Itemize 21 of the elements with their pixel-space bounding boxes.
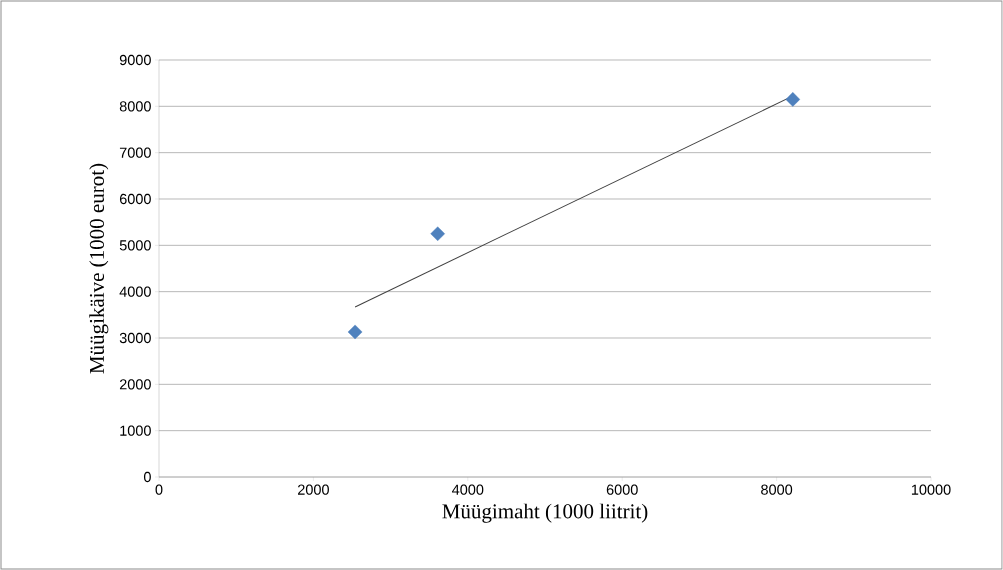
y-tick-label: 0 — [143, 471, 151, 483]
point — [430, 226, 445, 242]
x-tick-label: 2000 — [298, 484, 329, 495]
x-tick-label: 0 — [155, 484, 163, 495]
y-tick-label: 7000 — [119, 147, 151, 158]
y-tick-label: 4000 — [119, 286, 151, 297]
y-tick-label: 5000 — [119, 240, 151, 251]
x-axis-title: Müügimaht (1000 liitrit) — [442, 503, 648, 523]
x-tick-label: 10000 — [911, 484, 951, 495]
point — [347, 324, 363, 340]
y-tick-label: 3000 — [119, 332, 151, 344]
x-tick-label: 4000 — [452, 484, 484, 495]
x-tick-label: 8000 — [761, 484, 793, 495]
y-tick-label: 1000 — [120, 425, 151, 436]
point — [785, 92, 801, 107]
y-tick-label: 8000 — [119, 101, 151, 112]
y-tick-label: 9000 — [119, 54, 151, 66]
x-tick-label: 6000 — [606, 484, 638, 495]
y-tick-label: 2000 — [119, 379, 151, 390]
y-axis-title: Müügikäive (1000 eurot) — [89, 163, 109, 374]
y-tick-label: 6000 — [119, 193, 151, 205]
